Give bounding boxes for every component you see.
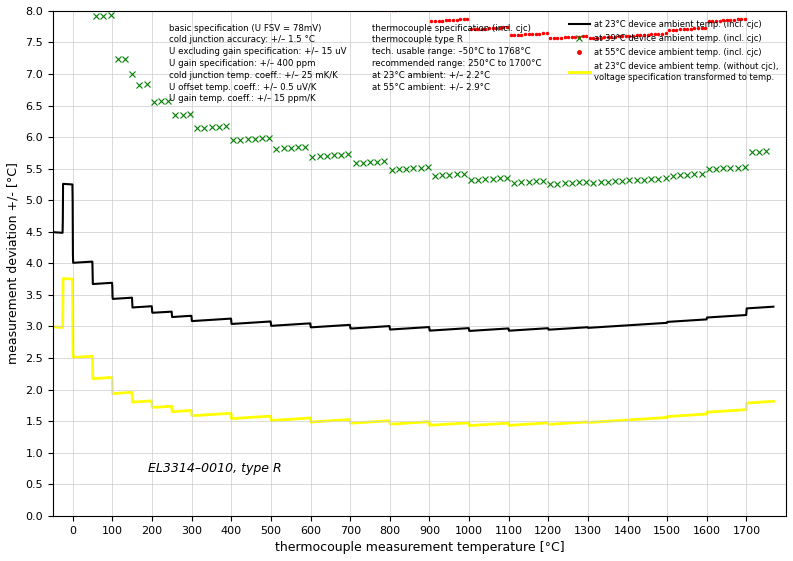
Y-axis label: measurement deviation +/- [°C]: measurement deviation +/- [°C] — [7, 163, 20, 364]
Legend: at 23°C device ambient temp. (incl. cjc), at 39°C device ambient temp. (incl. cj: at 23°C device ambient temp. (incl. cjc)… — [569, 20, 778, 81]
Text: basic specification (U FSV = 78mV)
cold junction accuracy: +/– 1.5 °C
U excludin: basic specification (U FSV = 78mV) cold … — [169, 24, 347, 103]
Text: EL3314–0010, type R: EL3314–0010, type R — [148, 462, 282, 475]
X-axis label: thermocouple measurement temperature [°C]: thermocouple measurement temperature [°C… — [274, 541, 565, 554]
Text: thermocouple specification (incl. cjc)
thermocouple type R
tech. usable range: –: thermocouple specification (incl. cjc) t… — [372, 24, 542, 91]
